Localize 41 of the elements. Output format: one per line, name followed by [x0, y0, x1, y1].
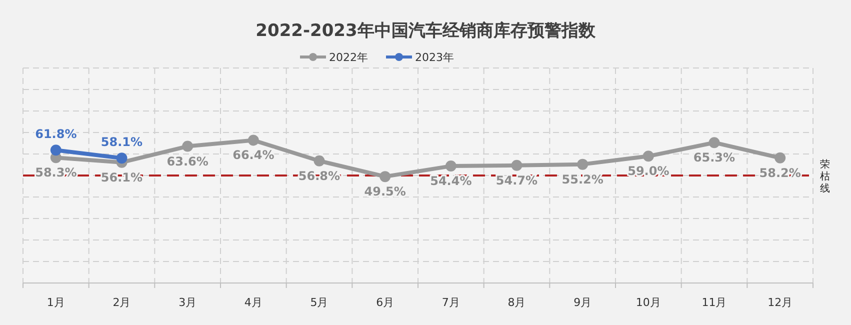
point [50, 144, 62, 156]
chart-title: 2022-2023年中国汽车经销商库存预警指数 [256, 21, 596, 41]
legend-label: 2023年 [415, 51, 454, 64]
x-tick-label: 1月 [46, 296, 65, 309]
data-label: 54.7% [496, 173, 538, 188]
data-label: 65.3% [693, 150, 736, 165]
x-tick-label: 12月 [768, 296, 793, 309]
ref-label: 荣枯线 [820, 160, 830, 194]
point [314, 155, 325, 166]
data-label: 49.5% [364, 184, 406, 199]
data-label: 61.8% [35, 127, 77, 142]
point [511, 160, 522, 171]
data-label: 63.6% [166, 154, 208, 168]
x-tick-label: 6月 [376, 296, 394, 309]
data-label: 58.1% [100, 135, 143, 150]
x-tick-label: 2月 [112, 296, 131, 309]
data-label: 58.3% [35, 166, 77, 180]
x-tick-label: 7月 [442, 296, 460, 309]
legend-item: 2022年 [300, 51, 368, 64]
x-tick-label: 11月 [702, 296, 727, 309]
data-label: 54.4% [430, 174, 472, 188]
point [248, 134, 259, 146]
x-tick-label: 4月 [244, 296, 262, 309]
legend-item: 2023年 [386, 51, 454, 64]
x-tick-label: 8月 [508, 296, 526, 309]
point [380, 171, 391, 182]
data-label: 59.0% [628, 164, 670, 178]
point [182, 140, 194, 152]
legend-label: 2022年 [329, 51, 368, 64]
point [577, 158, 588, 170]
x-tick-label: 5月 [310, 296, 328, 309]
point [774, 152, 786, 164]
x-tick-label: 3月 [178, 296, 197, 309]
point [708, 137, 720, 148]
point [445, 160, 456, 172]
data-label: 55.2% [562, 172, 604, 186]
data-label: 66.4% [232, 148, 274, 162]
point [642, 150, 654, 162]
x-tick-label: 10月 [636, 296, 661, 309]
point [116, 152, 128, 164]
x-tick-label: 9月 [574, 296, 592, 309]
